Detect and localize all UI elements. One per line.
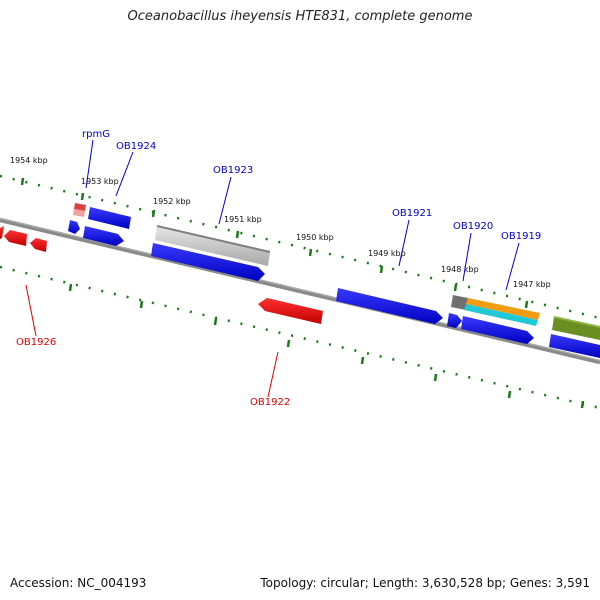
gene-ob1921[interactable] — [336, 288, 443, 324]
gene-ob1926[interactable] — [30, 238, 47, 252]
tick-label-1950: 1950 kbp — [296, 233, 334, 242]
label-ob1920[interactable]: OB1920 — [453, 221, 493, 232]
gene-ob1920-cyan[interactable] — [464, 304, 538, 326]
tick-label-1954: 1954 kbp — [10, 156, 48, 165]
tick-label-1951: 1951 kbp — [224, 215, 262, 224]
gene-small-forward-1[interactable] — [68, 220, 80, 234]
gene-ob1923-rna[interactable] — [155, 226, 270, 266]
label-ob1922[interactable]: OB1922 — [250, 397, 290, 408]
gene-ob1919[interactable] — [461, 316, 534, 344]
gene-forward-edge[interactable] — [549, 334, 600, 358]
ruler-major-ticks-outer — [20, 177, 529, 309]
tick-label-1949: 1949 kbp — [368, 249, 406, 258]
ruler-track-outer — [0, 174, 600, 320]
gene-reverse-edge[interactable] — [0, 226, 4, 239]
gene-reverse-1[interactable] — [4, 230, 27, 246]
gene-small-forward-2[interactable] — [447, 313, 462, 328]
genome-stats: Topology: circular; Length: 3,630,528 bp… — [260, 576, 590, 590]
label-ob1921[interactable]: OB1921 — [392, 208, 432, 219]
gene-ob1920-orange[interactable] — [466, 298, 540, 320]
gene-ob1920-grey[interactable] — [451, 295, 468, 310]
forward-genes — [68, 203, 600, 358]
tick-label-1947: 1947 kbp — [513, 280, 551, 289]
label-ob1926[interactable]: OB1926 — [16, 337, 56, 348]
gene-ob1923[interactable] — [151, 243, 265, 281]
tick-label-1953: 1953 kbp — [81, 177, 119, 186]
gene-ob1922[interactable] — [258, 298, 323, 324]
label-ob1924[interactable]: OB1924 — [116, 141, 156, 152]
label-ob1923[interactable]: OB1923 — [213, 165, 253, 176]
gene-olive-feature[interactable] — [552, 317, 600, 340]
gene-rpmG[interactable] — [74, 203, 86, 211]
label-leaders — [25, 139, 520, 398]
ruler-tick-labels: 1954 kbp 1953 kbp 1952 kbp 1951 kbp 1950… — [10, 156, 551, 289]
map-title: Oceanobacillus iheyensis HTE831, complet… — [127, 9, 473, 24]
gene-ob1924[interactable] — [88, 207, 131, 229]
tick-label-1952: 1952 kbp — [153, 197, 191, 206]
reverse-genes — [0, 226, 323, 324]
tick-label-1948: 1948 kbp — [441, 265, 479, 274]
label-ob1919[interactable]: OB1919 — [501, 231, 541, 242]
ruler-major-ticks-inner — [68, 283, 585, 409]
gene-forward-2[interactable] — [83, 226, 124, 246]
accession-label: Accession: NC_004193 — [10, 576, 147, 590]
gene-labels: rpmG OB1924 OB1923 OB1921 OB1920 OB1919 … — [16, 129, 541, 408]
gene-rpmG-part[interactable] — [73, 209, 85, 217]
label-rpmG[interactable]: rpmG — [82, 129, 110, 140]
